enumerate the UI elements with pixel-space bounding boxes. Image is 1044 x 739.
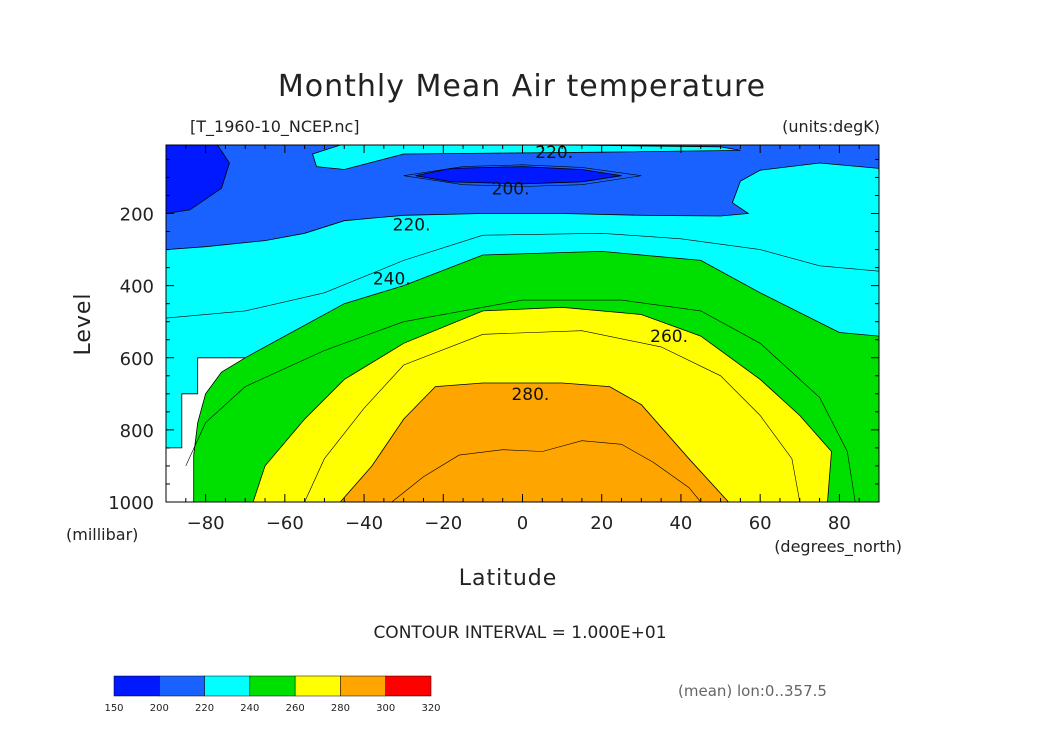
colorbar-swatch-5 xyxy=(340,675,386,697)
contour-line-250-2 xyxy=(185,299,856,502)
x-tick-label: −40 xyxy=(345,513,383,534)
x-tick-label: 40 xyxy=(669,513,692,534)
colorbar-label: 260 xyxy=(286,703,305,714)
contour-label-5: 280. xyxy=(511,385,549,405)
contour-labels: 220.200.220.240.260.280. xyxy=(373,143,688,405)
filled-regions xyxy=(166,145,879,502)
contour-line-205-0 xyxy=(403,164,642,187)
region-150-200-2 xyxy=(415,166,622,185)
contour-label-2: 220. xyxy=(393,215,431,235)
colorbar: 150 200 220 240 260 280 300 320 xyxy=(104,675,441,714)
colorbar-label: 320 xyxy=(421,703,440,714)
colorbar-swatch-2 xyxy=(204,675,251,697)
x-tick-label: 0 xyxy=(517,513,528,534)
y-tick-label: 400 xyxy=(120,277,154,298)
chart-title: Monthly Mean Air temperature xyxy=(278,69,766,104)
x-tick-label: 60 xyxy=(749,513,772,534)
contour-line-290-4 xyxy=(391,440,702,502)
contour-label-0: 220. xyxy=(535,143,573,163)
colorbar-swatch-4 xyxy=(294,675,341,697)
contour-label-1: 200. xyxy=(492,179,530,199)
x-tick-label: −20 xyxy=(424,513,462,534)
y-axis-label: Level xyxy=(71,292,96,355)
region-280-300-7 xyxy=(339,382,730,502)
contour-interval-text: CONTOUR INTERVAL = 1.000E+01 xyxy=(373,623,666,643)
x-axis-label: Latitude xyxy=(459,566,558,591)
x-tick-label: 80 xyxy=(828,513,851,534)
y-axis-units: (millibar) xyxy=(66,525,138,544)
y-tick-label: 1000 xyxy=(108,493,154,514)
colorbar-swatch-0 xyxy=(113,675,160,697)
contour-label-4: 260. xyxy=(650,327,688,347)
colorbar-swatch-1 xyxy=(159,675,205,697)
x-axis-units: (degrees_north) xyxy=(774,537,902,557)
contour-line-270-3 xyxy=(304,330,801,502)
source-label: [T_1960-10_NCEP.nc] xyxy=(190,117,360,137)
y-tick-label: 800 xyxy=(120,421,154,442)
x-tick-label: 20 xyxy=(590,513,613,534)
colorbar-label: 240 xyxy=(240,703,259,714)
colorbar-swatch-3 xyxy=(249,675,296,697)
y-axis-ticks: 200 400 600 800 1000 xyxy=(108,158,879,514)
x-axis-ticks: −80 −60 −40 −20 0 20 40 60 80 xyxy=(165,145,880,534)
footnote: (mean) lon:0..357.5 xyxy=(678,682,827,700)
contour-line-230-1 xyxy=(166,232,879,319)
colorbar-label: 220 xyxy=(195,703,214,714)
colorbar-label: 280 xyxy=(331,703,350,714)
y-tick-label: 600 xyxy=(120,349,154,370)
colorbar-label: 200 xyxy=(150,703,169,714)
y-tick-label: 200 xyxy=(120,205,154,226)
colorbar-label: 300 xyxy=(376,703,395,714)
colorbar-swatch-6 xyxy=(385,675,432,697)
units-label: (units:degK) xyxy=(782,117,880,136)
colorbar-label: 150 xyxy=(104,703,123,714)
contour-label-3: 240. xyxy=(373,269,411,289)
region-150-200-1 xyxy=(166,145,230,214)
x-tick-label: −60 xyxy=(266,513,304,534)
contour-lines xyxy=(166,164,879,502)
x-tick-label: −80 xyxy=(187,513,225,534)
